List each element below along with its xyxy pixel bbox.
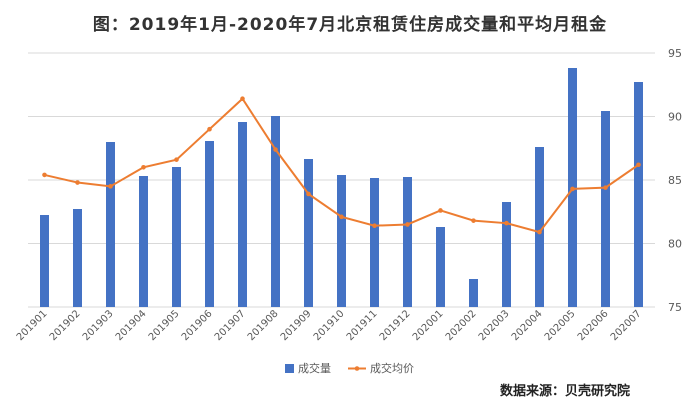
avg-price-point-202005	[570, 186, 575, 192]
x-tick-label: 201905	[147, 308, 182, 343]
bar-201911	[370, 178, 379, 307]
bar-202006	[601, 111, 610, 307]
chart-title: 图：2019年1月-2020年7月北京租赁住房成交量和平均月租金	[92, 15, 608, 35]
avg-price-point-202002	[471, 218, 476, 223]
avg-price-point-202003	[504, 220, 509, 226]
bar-202001	[436, 227, 445, 307]
avg-price-point-201912	[405, 222, 410, 227]
x-tick-label: 201902	[48, 308, 83, 343]
y-tick-label: 75	[668, 301, 682, 314]
x-tick-label: 202007	[609, 308, 644, 343]
avg-price-point-201907	[240, 96, 245, 102]
legend-marker-price	[354, 366, 360, 371]
bar-series-volume	[40, 68, 643, 307]
bar-202002	[469, 279, 478, 307]
avg-price-point-201910	[339, 214, 344, 220]
bar-201903	[106, 142, 115, 307]
x-tick-label: 202001	[411, 308, 446, 343]
legend-label-price: 成交均价	[370, 361, 414, 375]
avg-price-point-201911	[372, 223, 377, 229]
avg-price-point-202001	[438, 208, 443, 213]
legend-label-volume: 成交量	[298, 361, 331, 375]
bar-201908	[271, 116, 280, 307]
avg-price-point-201904	[141, 165, 146, 170]
x-tick-label: 201912	[378, 308, 413, 343]
avg-price-point-201902	[75, 180, 80, 185]
y-tick-label: 80	[668, 238, 682, 251]
bar-202003	[502, 202, 511, 307]
legend-swatch-volume	[285, 364, 294, 373]
x-tick-label: 201901	[15, 308, 50, 343]
x-axis-ticks: 2019012019022019032019042019052019062019…	[15, 308, 644, 343]
x-tick-label: 201910	[312, 308, 347, 343]
y-tick-label: 95	[668, 47, 682, 60]
x-tick-label: 201904	[114, 308, 149, 343]
bar-202004	[535, 147, 544, 307]
bar-201901	[40, 215, 49, 307]
x-tick-label: 202004	[510, 308, 545, 343]
x-tick-label: 201908	[246, 308, 281, 343]
avg-price-point-201905	[174, 157, 179, 162]
x-tick-label: 201903	[81, 308, 116, 343]
y-axis-right-ticks: 75 80 85 90 95	[668, 47, 682, 314]
x-tick-label: 201909	[279, 308, 314, 343]
x-tick-label: 202002	[444, 308, 479, 343]
line-series-avg-price	[42, 96, 641, 235]
x-tick-label: 201911	[345, 308, 380, 343]
bar-201910	[337, 175, 346, 307]
x-tick-label: 202003	[477, 308, 512, 343]
avg-price-point-201903	[108, 184, 113, 189]
bar-201905	[172, 167, 181, 307]
avg-price-point-201901	[42, 172, 47, 178]
bar-201912	[403, 177, 412, 307]
avg-price-point-202006	[603, 185, 608, 190]
avg-price-point-202007	[636, 162, 641, 168]
bar-201904	[139, 176, 148, 307]
x-tick-label: 202005	[543, 308, 578, 343]
avg-price-point-202004	[537, 229, 542, 235]
bar-201909	[304, 159, 313, 307]
bar-201902	[73, 209, 82, 307]
x-tick-label: 201907	[213, 308, 248, 343]
avg-price-point-201908	[273, 147, 278, 152]
source-note: 数据来源：贝壳研究院	[499, 384, 630, 399]
bar-201907	[238, 122, 247, 307]
legend: 成交量 成交均价	[285, 361, 414, 375]
avg-price-point-201909	[306, 191, 311, 197]
avg-price-point-201906	[207, 126, 212, 132]
bar-201906	[205, 141, 214, 307]
y-tick-label: 90	[668, 111, 682, 124]
y-tick-label: 85	[668, 174, 682, 187]
bar-202007	[634, 82, 643, 307]
x-tick-label: 201906	[180, 308, 215, 343]
x-tick-label: 202006	[576, 308, 611, 343]
